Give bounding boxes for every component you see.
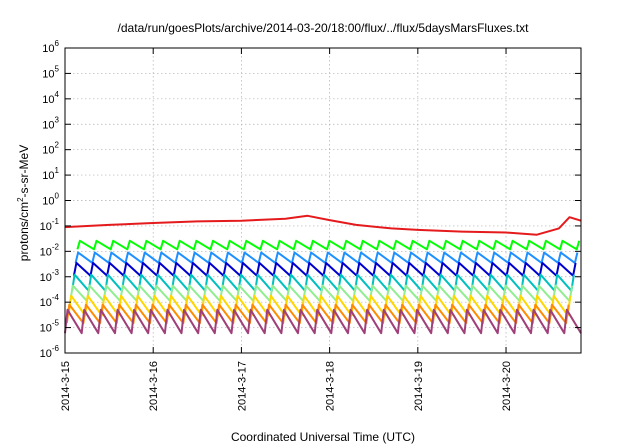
y-tick-label: 100 [42, 192, 59, 208]
y-tick-label: 106 [42, 39, 59, 55]
x-axis-label: Coordinated Universal Time (UTC) [231, 430, 415, 444]
y-tick-exponent: -3 [52, 268, 60, 277]
series-line-4 [72, 261, 577, 277]
y-tick-base: 10 [42, 43, 54, 55]
x-tick-label: 2014-3-19 [413, 361, 425, 411]
y-tick-base: 10 [40, 246, 52, 258]
y-tick-base: 10 [40, 272, 52, 284]
y-axis-label-pre: protons/cm [17, 202, 31, 261]
y-tick-exponent: -4 [52, 293, 60, 302]
y-tick-label: 10-5 [40, 319, 60, 335]
series-line-3 [74, 251, 579, 264]
y-tick-base: 10 [42, 170, 54, 182]
x-tick-label: 2014-3-20 [501, 361, 513, 411]
y-tick-base: 10 [42, 145, 54, 157]
y-axis-label: protons/cm2-s-sr-MeV [16, 145, 31, 261]
y-tick-base: 10 [40, 323, 52, 335]
y-tick-label: 103 [42, 115, 59, 131]
series-line-1 [64, 214, 582, 236]
y-tick-exponent: -1 [52, 217, 60, 226]
x-tick-label: 2014-3-16 [148, 361, 160, 411]
y-axis-label-sup: 2 [16, 197, 25, 202]
y-tick-label: 101 [42, 166, 59, 182]
y-tick-exponent: 3 [55, 115, 60, 124]
grid [65, 48, 581, 353]
y-tick-exponent: -5 [52, 319, 60, 328]
y-tick-label: 10-1 [40, 217, 60, 233]
y-tick-label: 105 [42, 64, 59, 80]
y-tick-base: 10 [40, 348, 52, 360]
y-tick-exponent: 4 [55, 90, 60, 99]
x-tick-label: 2014-3-18 [325, 361, 337, 411]
y-tick-base: 10 [42, 94, 54, 106]
y-tick-exponent: 5 [55, 64, 60, 73]
chart-title: /data/run/goesPlots/archive/2014-03-20/1… [118, 21, 530, 35]
series-line-2 [76, 239, 581, 251]
y-axis-label-post: -s-sr-MeV [17, 145, 31, 198]
y-tick-label: 102 [42, 141, 59, 157]
y-tick-label: 10-4 [40, 293, 60, 309]
y-tick-base: 10 [42, 196, 54, 208]
y-axis: 10610510410310210110010-110-210-310-410-… [40, 39, 581, 360]
y-tick-label: 10-2 [40, 242, 60, 258]
x-axis: 2014-3-15 2014-3-16 2014-3-17 2014-3-18 2014… [60, 48, 513, 411]
y-tick-exponent: 1 [55, 166, 60, 175]
y-tick-base: 10 [42, 68, 54, 80]
y-tick-label: 104 [42, 90, 59, 106]
y-tick-exponent: -2 [52, 242, 60, 251]
y-tick-exponent: 6 [55, 39, 60, 48]
series-group [64, 214, 582, 335]
y-tick-exponent: 2 [55, 141, 60, 150]
series-line-9 [64, 308, 582, 335]
y-tick-exponent: -6 [52, 344, 60, 353]
y-tick-label: 10-3 [40, 268, 60, 284]
y-tick-base: 10 [40, 297, 52, 309]
y-tick-base: 10 [42, 119, 54, 131]
x-tick-label: 2014-3-17 [236, 361, 248, 411]
y-tick-base: 10 [40, 221, 52, 233]
y-tick-exponent: 0 [55, 192, 60, 201]
y-tick-label: 10-6 [40, 344, 60, 360]
x-tick-label: 2014-3-15 [60, 361, 72, 411]
